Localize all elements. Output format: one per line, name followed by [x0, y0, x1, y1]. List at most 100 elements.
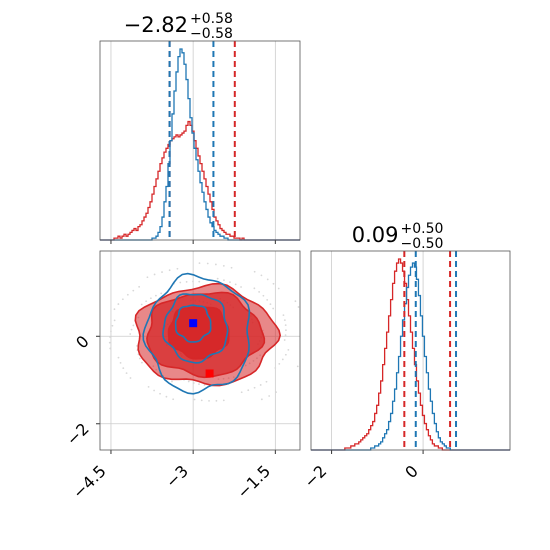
contour_p1_p2-sample-point [192, 382, 195, 384]
lines-layer [168, 41, 458, 450]
contour_p1_p2-sample-point [274, 367, 277, 369]
contour_p1_p2-sample-point [119, 361, 122, 364]
contour_p1_p2-sample-point [200, 399, 203, 402]
contour_p1_p2-red-marker [205, 369, 214, 378]
hist_p2-xtick-label: 0 [401, 461, 422, 482]
contour_p1_p2-sample-point [278, 362, 281, 365]
contour_p1_p2-sample-point [193, 398, 196, 401]
contour_p1_p2-sample-point [179, 281, 182, 284]
contour_p1_p2-sample-point [138, 285, 141, 288]
contour_p1_p2-ytick-label: −2 [63, 419, 93, 449]
contour_p1_p2-sample-point [259, 384, 262, 386]
contour_p1_p2-sample-point [113, 319, 116, 322]
contour_p1_p2-sample-point [147, 386, 150, 388]
contour_p1_p2-sample-point [153, 273, 156, 276]
contour_p1_p2-sample-point [172, 398, 175, 401]
contour_p1_p2-sample-point [160, 292, 163, 295]
contour_p1_p2-sample-point [268, 395, 271, 397]
contour_p1_p2-sample-point [302, 318, 304, 320]
contour_p1_p2-sample-point [139, 357, 141, 360]
hist_p2-frame [310, 250, 511, 451]
text-layer: −2.82 +0.58−0.58 −2 0 0.09 +0.50−0.50 −4.5 −3 −1… [63, 11, 444, 502]
histogram-layer [100, 48, 510, 451]
contour_p1_p2-contour-group [108, 262, 309, 402]
contour_p1_p2-sample-point [214, 263, 217, 266]
contour_p1_p2-sample-point [161, 271, 163, 273]
contour_p1_p2-sample-point [108, 341, 111, 344]
contour_p1_p2-sample-point [294, 300, 297, 303]
contour_p1_p2-sample-point [146, 276, 149, 279]
contour_p1_p2-blue-marker [189, 319, 198, 328]
contour_p1_p2-sample-point [122, 367, 125, 369]
contour_p1_p2-sample-point [306, 348, 308, 350]
contour_p1_p2-sample-point [303, 354, 305, 356]
hist_p1-title-value: −2.82 [124, 13, 188, 37]
contour_p1_p2-sample-point [136, 345, 138, 347]
contour_p1_p2-sample-point [198, 262, 201, 265]
contour_p1_p2-sample-point [155, 294, 157, 297]
contour_p1_p2-sample-point [109, 336, 111, 338]
contour_p1_p2-sample-point [266, 298, 269, 301]
contour_p1_p2-sample-point [176, 267, 179, 270]
contour_p1_p2-sample-point [283, 339, 286, 341]
contour_p1_p2-sample-point [262, 294, 265, 297]
hist_p2-xtick-label: −2 [300, 461, 330, 491]
hist_p1-title-plus: +0.58 [190, 11, 233, 27]
contour_p1_p2-sample-point [208, 399, 210, 402]
contour_p1_p2-sample-point [145, 300, 148, 303]
contour_p1_p2-sample-point [240, 391, 243, 394]
contour_p1_p2-xtick-label: −1.5 [233, 461, 274, 502]
contour_p1_p2-sample-point [269, 303, 272, 306]
contour-fills-layer [100, 41, 424, 450]
contour_p1_p2-blue-contour [162, 293, 229, 364]
contour_p1_p2-sample-point [275, 391, 277, 394]
contour_p1_p2-sample-point [153, 389, 155, 392]
contour_p1_p2-sample-point [111, 324, 114, 327]
contour_p1_p2-sample-point [159, 392, 161, 395]
contour_p1_p2-sample-point [253, 270, 256, 273]
contour_p1_p2-sample-point [297, 306, 300, 308]
contour_p1_p2-sample-point [272, 307, 275, 310]
contour_p1_p2-sample-point [253, 386, 256, 389]
contour_p1_p2-sample-point [284, 334, 287, 337]
contour_p1_p2-sample-point [198, 383, 200, 386]
contour_p1_p2-sample-point [283, 319, 286, 322]
contour_p1_p2-sample-point [109, 347, 112, 350]
contour_p1_p2-sample-point [240, 286, 242, 288]
contour_p1_p2-sample-point [117, 303, 120, 305]
contour_p1_p2-sample-point [185, 280, 188, 283]
contour_p1_p2-sample-point [285, 329, 287, 332]
hist_p1-blue-histogram [100, 48, 300, 241]
contour_p1_p2-sample-point [282, 314, 285, 316]
contour_p1_p2-sample-point [140, 303, 143, 306]
contour_p1_p2-sample-point [206, 262, 209, 265]
contour_p1_p2-sample-point [307, 342, 309, 344]
contour_p1_p2-sample-point [126, 293, 129, 296]
contour_p1_p2-sample-point [303, 324, 305, 326]
contour_p1_p2-sample-point [281, 358, 284, 361]
contour_p1_p2-sample-point [229, 281, 231, 284]
contour_p1_p2-sample-point [223, 279, 225, 282]
contour_p1_p2-sample-point [132, 289, 135, 292]
hist_p2-red-histogram [311, 258, 510, 451]
contour_p1_p2-xtick-label: −3 [162, 461, 192, 491]
contour_p1_p2-sample-point [113, 308, 116, 311]
contour_p1_p2-sample-point [287, 348, 290, 351]
contour_p1_p2-sample-point [129, 333, 132, 335]
contour_p1_p2-sample-point [141, 361, 143, 364]
contour_p1_p2-sample-point [266, 278, 269, 281]
contour_p1_p2-sample-point [215, 399, 218, 402]
contour_p1_p2-sample-point [247, 389, 250, 392]
contour_p1_p2-sample-point [222, 399, 225, 402]
contour_p1_p2-sample-point [129, 377, 132, 379]
contour_p1_p2-sample-point [300, 360, 302, 362]
contour_p1_p2-sample-point [277, 287, 280, 290]
contour_p1_p2-sample-point [110, 330, 112, 333]
contour_p1_p2-xtick-label: −4.5 [69, 461, 110, 502]
contour_p1_p2-sample-point [260, 398, 263, 401]
contour_p1_p2-sample-point [203, 384, 206, 386]
contour_p1_p2-sample-point [198, 280, 201, 283]
contour_p1_p2-sample-point [284, 324, 287, 327]
hist_p2-blue-histogram [311, 262, 510, 451]
contour_p1_p2-sample-point [253, 287, 256, 290]
